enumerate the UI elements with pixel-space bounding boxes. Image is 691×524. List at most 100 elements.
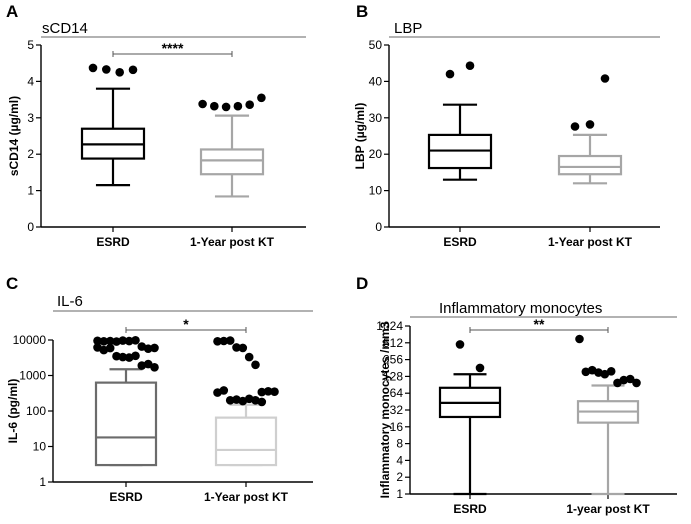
significance-label: ** — [534, 316, 545, 332]
outlier-point — [585, 120, 595, 129]
panel-d-inflammatory-monocytes: Inflammatory monocytes 1 2 4 8 16 32 64 128 256 51… — [376, 300, 677, 516]
significance-label: **** — [162, 40, 184, 56]
panel-letter-d: D — [356, 274, 368, 293]
y-tick-label: 512 — [383, 336, 403, 350]
significance-label: * — [183, 316, 189, 332]
panel-b-lbp: LBP 0 10 20 30 40 50 LBP (µg/ml) ESRD 1-Year post… — [353, 20, 660, 249]
outlier-point — [112, 351, 121, 361]
y-tick-label: 10000 — [13, 333, 47, 347]
outlier-point — [124, 336, 134, 346]
x-category-label: ESRD — [443, 235, 477, 249]
y-tick-label: 1 — [396, 487, 403, 501]
outlier-point — [198, 99, 207, 109]
outlier-point — [115, 68, 124, 77]
outlier-point — [118, 352, 128, 362]
outlier-point — [625, 374, 635, 384]
y-tick-label: 5 — [27, 38, 34, 52]
x-category-label: ESRD — [109, 490, 143, 504]
y-tick-label: 100 — [26, 404, 46, 418]
outlier-point — [221, 102, 231, 112]
panel-letter-b: B — [356, 2, 368, 21]
y-tick-label: 256 — [383, 353, 403, 367]
iqr-box — [199, 148, 265, 176]
y-tick-label: 0 — [375, 220, 382, 234]
outlier-point — [219, 336, 229, 346]
outlier-point — [105, 336, 115, 346]
outlier-point — [257, 387, 267, 397]
y-tick-label: 4 — [27, 74, 34, 88]
y-tick-label: 1000 — [19, 369, 46, 383]
y-tick-label: 10 — [33, 440, 47, 454]
outlier-point — [131, 336, 140, 345]
y-tick-label: 2 — [396, 470, 403, 484]
panel-a-scd14: sCD14 0 1 2 3 4 5 sCD14 (µg/ml) ESRD 1-Year post … — [7, 20, 306, 249]
y-axis-label: IL-6 (pg/ml) — [6, 379, 20, 444]
outlier-point — [112, 337, 121, 346]
outlier-point — [245, 100, 254, 109]
outlier-point — [143, 344, 153, 354]
iqr-box — [94, 381, 158, 467]
outlier-point — [600, 369, 610, 379]
outlier-point — [244, 352, 254, 362]
chart-title: LBP — [394, 20, 422, 37]
outlier-point — [150, 363, 159, 372]
y-tick-label: 1 — [27, 184, 34, 198]
outlier-point — [263, 387, 273, 396]
outlier-point — [232, 343, 241, 352]
y-tick-label: 4 — [396, 453, 403, 467]
y-tick-label: 50 — [369, 38, 383, 52]
panel-c-il6: IL-6 1 10 100 1000 10000 IL-6 (pg/ml) ESRD 1-Yea… — [6, 293, 313, 504]
outlier-point — [88, 63, 98, 73]
outlier-point — [251, 360, 260, 370]
outlier-point — [575, 334, 584, 344]
outlier-point — [465, 61, 475, 70]
y-tick-label: 0 — [27, 220, 34, 234]
outlier-point — [105, 343, 115, 353]
outlier-point — [118, 336, 128, 345]
x-category-label: 1-Year post KT — [548, 235, 633, 249]
y-axis-label: sCD14 (µg/ml) — [7, 96, 21, 176]
outlier-point — [219, 386, 229, 395]
outlier-point — [99, 337, 109, 346]
y-tick-label: 32 — [390, 403, 404, 417]
x-category-label: 1-Year post KT — [190, 235, 275, 249]
outlier-point — [632, 378, 641, 388]
outlier-point — [270, 387, 279, 397]
y-tick-label: 128 — [383, 369, 403, 383]
outlier-point — [213, 337, 222, 346]
outlier-point — [225, 336, 235, 345]
panel-letter-a: A — [6, 2, 18, 21]
outlier-point — [475, 363, 485, 373]
outlier-point — [455, 340, 465, 349]
chart-title: IL-6 — [57, 293, 83, 310]
y-axis-label: Inflammatory monocytes /mm3 — [378, 321, 392, 498]
outlier-point — [128, 65, 138, 75]
y-tick-label: 1 — [39, 475, 46, 489]
y-tick-label: 8 — [396, 437, 403, 451]
y-axis-label: LBP (µg/ml) — [353, 103, 367, 170]
outlier-point — [150, 343, 159, 353]
outlier-point — [225, 396, 235, 405]
outlier-point — [238, 343, 248, 353]
y-tick-label: 16 — [390, 420, 404, 434]
chart-title: Inflammatory monocytes — [439, 300, 602, 317]
y-tick-label: 3 — [27, 111, 34, 125]
outlier-point — [210, 101, 219, 111]
y-tick-label: 30 — [369, 111, 383, 125]
x-category-label: 1-year post KT — [566, 502, 650, 516]
outlier-point — [102, 65, 111, 74]
outlier-point — [131, 351, 140, 361]
y-tick-label: 2 — [27, 147, 34, 161]
outlier-point — [619, 375, 629, 385]
outlier-point — [93, 336, 102, 346]
panel-letter-c: C — [6, 274, 18, 293]
y-tick-label: 10 — [369, 184, 383, 198]
outlier-point — [600, 74, 610, 83]
y-tick-label: 64 — [390, 386, 404, 400]
iqr-box — [214, 416, 278, 467]
x-category-label: ESRD — [96, 235, 130, 249]
y-tick-label: 40 — [369, 74, 383, 88]
chart-title: sCD14 — [42, 20, 88, 37]
x-category-label: 1-Year post KT — [204, 490, 289, 504]
